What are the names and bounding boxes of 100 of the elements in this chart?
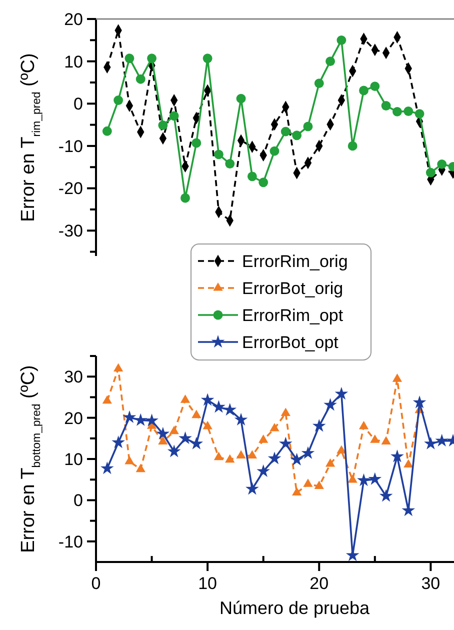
point	[324, 398, 337, 411]
point	[258, 434, 268, 443]
legend-label: ErrorBot_opt	[242, 332, 339, 352]
y-tick-label: -10	[58, 136, 83, 156]
point	[404, 459, 414, 468]
point	[180, 394, 190, 403]
point	[192, 410, 202, 418]
point	[270, 146, 280, 156]
y-tick-label: 10	[64, 52, 83, 72]
point	[156, 426, 170, 440]
point	[370, 82, 380, 91]
point	[368, 472, 382, 485]
point	[270, 422, 280, 432]
point	[102, 126, 112, 136]
point	[279, 436, 292, 450]
y-tick-label: 10	[64, 450, 83, 469]
y-tick-label: -10	[58, 532, 83, 552]
point	[147, 54, 156, 64]
point	[169, 111, 179, 121]
point	[392, 106, 402, 116]
point	[303, 122, 313, 132]
point	[280, 126, 290, 136]
point	[158, 436, 168, 444]
y-tick-label: 30	[64, 368, 83, 387]
point	[202, 420, 212, 430]
point	[358, 420, 369, 430]
point	[336, 35, 346, 45]
x-axis-title: Número de prueba	[219, 598, 371, 618]
x-tick-label: 0	[91, 574, 101, 593]
point	[280, 408, 290, 416]
point	[225, 454, 235, 463]
point	[236, 94, 246, 104]
point	[112, 436, 125, 448]
point	[225, 159, 235, 168]
point	[158, 120, 168, 130]
point	[390, 450, 404, 462]
point	[114, 363, 124, 372]
point	[392, 374, 402, 382]
point	[326, 56, 335, 66]
point	[301, 446, 315, 459]
point	[236, 450, 246, 458]
point	[200, 393, 214, 406]
point	[381, 101, 391, 110]
point	[404, 106, 414, 116]
point	[357, 473, 370, 486]
point	[234, 412, 248, 426]
x-tick-label: 30	[421, 574, 440, 593]
point	[145, 414, 158, 426]
legend-label: ErrorRim_opt	[242, 306, 344, 325]
point	[102, 395, 112, 404]
point	[325, 458, 336, 467]
point	[258, 178, 268, 188]
point	[435, 434, 448, 447]
point	[290, 452, 304, 466]
point	[134, 413, 148, 426]
point	[336, 445, 346, 454]
point	[303, 478, 313, 487]
point	[314, 78, 324, 88]
point	[202, 54, 212, 64]
point	[381, 436, 391, 444]
point	[212, 400, 226, 413]
point	[379, 489, 393, 502]
point	[437, 159, 447, 169]
point	[223, 402, 237, 416]
point	[247, 450, 257, 458]
y-tick-label: 20	[64, 10, 83, 29]
point	[359, 86, 368, 96]
point	[268, 452, 282, 464]
point	[178, 431, 192, 444]
point	[114, 96, 124, 105]
point	[412, 396, 426, 408]
y-tick-label: -30	[58, 222, 83, 241]
x-tick-label: 20	[310, 574, 329, 593]
point	[424, 436, 438, 450]
y-tick-label: -20	[58, 179, 83, 198]
point	[192, 138, 202, 148]
point	[256, 464, 270, 478]
point	[314, 480, 324, 489]
point	[348, 141, 358, 151]
y-tick-label: 0	[74, 94, 83, 114]
legend-label: ErrorRim_orig	[242, 252, 348, 271]
point	[426, 168, 436, 178]
point	[124, 54, 134, 64]
point	[169, 426, 179, 434]
point	[402, 504, 416, 516]
point	[312, 419, 326, 432]
point	[292, 130, 302, 140]
point	[124, 456, 134, 464]
point	[247, 172, 257, 182]
point	[100, 461, 114, 474]
point	[214, 150, 224, 160]
point	[167, 444, 181, 458]
point	[414, 109, 424, 119]
point	[180, 193, 190, 203]
point	[292, 487, 302, 496]
point	[136, 464, 146, 472]
point	[214, 452, 224, 460]
y-tick-label: 0	[74, 491, 83, 510]
point	[246, 482, 259, 495]
point	[190, 436, 204, 450]
